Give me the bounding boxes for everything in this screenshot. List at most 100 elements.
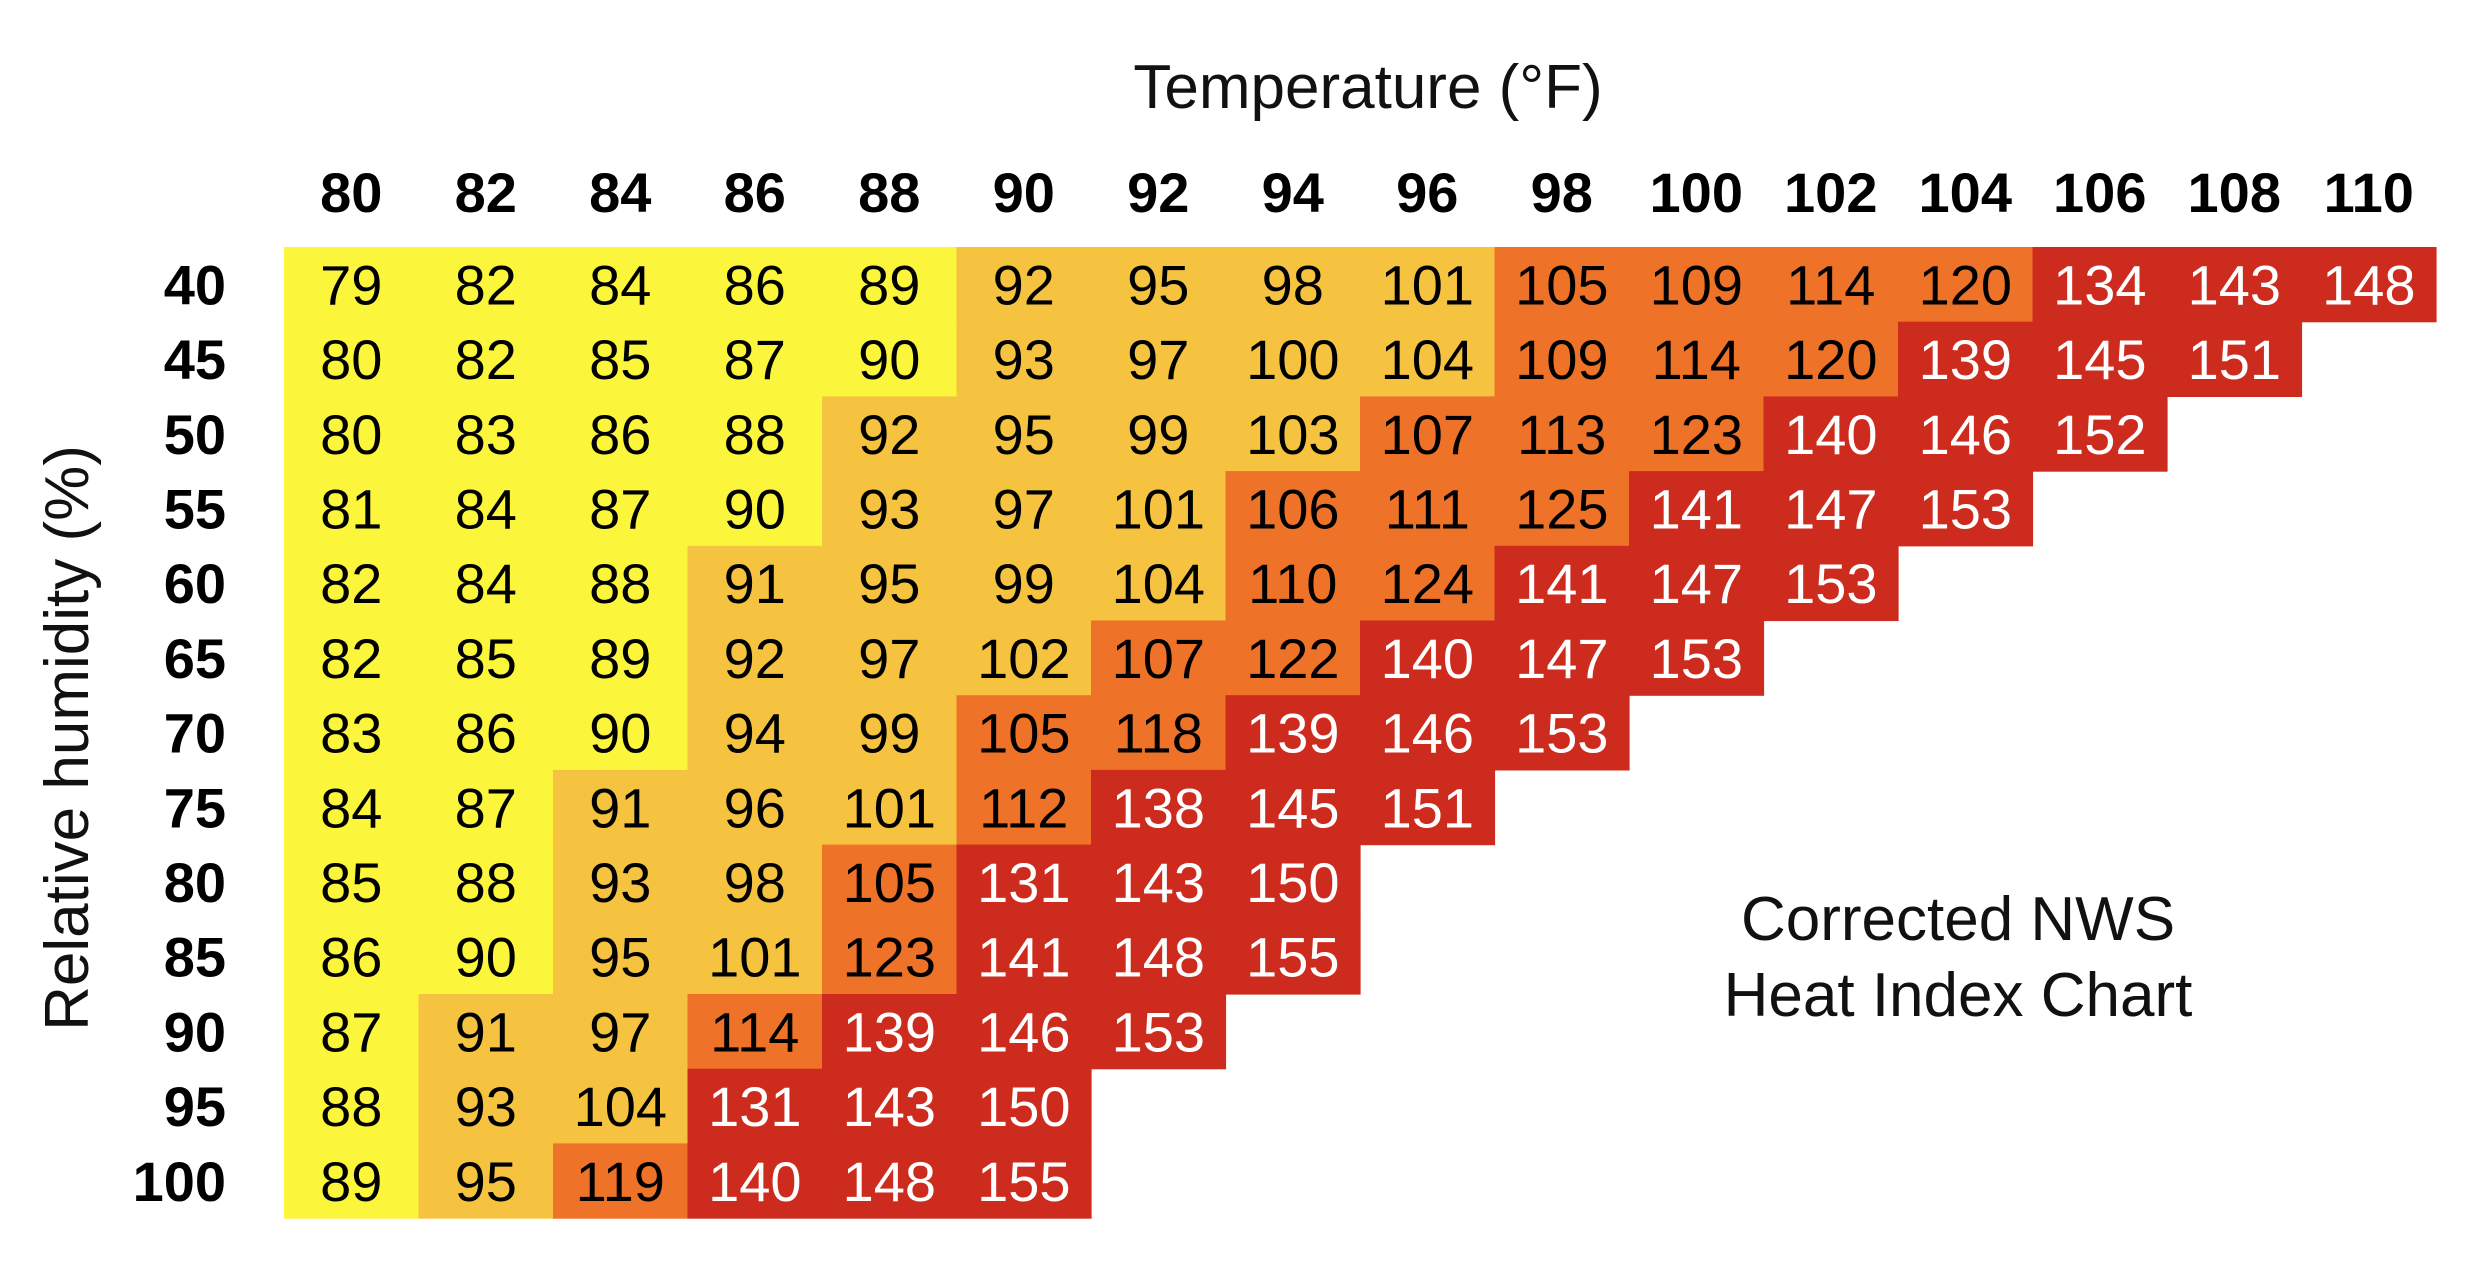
heat-cell: [553, 247, 689, 323]
heat-cell-label: 82: [455, 253, 517, 316]
heat-cell: [822, 620, 958, 696]
heat-cell-label: 143: [2188, 253, 2281, 316]
heat-cell: [1091, 471, 1227, 547]
heat-cell: [1763, 321, 1899, 397]
heat-cell: [687, 994, 823, 1070]
heat-cell: [1225, 769, 1361, 846]
heat-cell: [956, 247, 1092, 323]
heat-cell-label: 106: [1246, 478, 1339, 541]
heat-cell-label: 146: [1919, 403, 2012, 466]
heat-cell-label: 91: [589, 776, 651, 839]
heat-cell-label: 90: [455, 926, 517, 989]
heat-cell-label: 89: [589, 627, 651, 690]
heat-cell: [553, 1068, 689, 1144]
heat-cell: [418, 247, 554, 323]
heat-cell: [687, 247, 823, 323]
heat-cell: [284, 321, 420, 397]
heat-cell: [284, 919, 420, 995]
heat-cell: [956, 695, 1092, 771]
y-tick-label: 85: [164, 926, 226, 989]
heat-cell-label: 83: [320, 702, 382, 765]
heat-cell-label: 152: [2053, 403, 2146, 466]
heat-cell-label: 107: [1112, 627, 1205, 690]
heat-cell: [1763, 471, 1899, 547]
heat-cell: [553, 919, 689, 995]
x-tick-label: 88: [858, 161, 920, 224]
heat-cell: [553, 695, 689, 771]
heat-cell-label: 101: [1112, 478, 1205, 541]
heat-cell: [822, 695, 958, 771]
heat-cell-label: 80: [320, 403, 382, 466]
x-tick-label: 92: [1127, 161, 1189, 224]
heat-cell: [553, 994, 689, 1070]
heat-cell-label: 86: [320, 926, 382, 989]
heat-cell: [1494, 620, 1630, 696]
heat-cell-label: 84: [320, 776, 382, 839]
heat-cell-label: 153: [1112, 1000, 1205, 1063]
heat-cell: [1091, 695, 1227, 771]
heat-cell-label: 107: [1381, 403, 1474, 466]
annotation-line-1: Corrected NWS: [1741, 885, 2175, 954]
heat-cell-label: 105: [843, 851, 936, 914]
heat-cell-label: 111: [1385, 478, 1470, 541]
heat-cell-label: 97: [589, 1000, 651, 1063]
heat-cell-label: 87: [724, 328, 786, 391]
heat-cell-label: 95: [589, 926, 651, 989]
heat-cell: [1091, 396, 1227, 472]
heat-cell-label: 84: [589, 253, 651, 316]
heat-cell: [1360, 695, 1496, 771]
heat-cell: [687, 620, 823, 696]
heat-cell-label: 98: [1262, 253, 1324, 316]
heat-cell-label: 84: [455, 478, 517, 541]
heat-cell: [1225, 919, 1361, 995]
x-tick-label: 108: [2188, 161, 2281, 224]
heat-cell-label: 119: [576, 1150, 665, 1213]
heat-cell: [418, 994, 554, 1070]
heat-cell: [418, 919, 554, 995]
heat-cell: [687, 471, 823, 547]
heat-cell: [1360, 769, 1496, 846]
heat-cell-label: 95: [858, 552, 920, 615]
heat-cell-label: 110: [1248, 552, 1337, 615]
heat-cell-label: 91: [724, 552, 786, 615]
heat-cell: [1494, 321, 1630, 397]
heat-cell-label: 82: [455, 328, 517, 391]
heat-cell-label: 146: [977, 1000, 1070, 1063]
heat-cell-label: 112: [979, 776, 1068, 839]
heat-cell: [687, 769, 823, 846]
y-tick-label: 75: [164, 776, 226, 839]
heat-cell: [822, 471, 958, 547]
heat-cell: [553, 396, 689, 472]
y-tick-label: 95: [164, 1075, 226, 1138]
heat-cell-label: 95: [455, 1150, 517, 1213]
heat-cell: [687, 321, 823, 397]
heat-cell: [1091, 247, 1227, 323]
heat-cell: [2301, 247, 2437, 323]
heat-cell: [1091, 919, 1227, 995]
heat-cell: [284, 994, 420, 1070]
heat-cell-label: 101: [843, 776, 936, 839]
heat-cell-label: 104: [1112, 552, 1205, 615]
heat-cell: [284, 695, 420, 771]
heat-cell: [553, 1143, 689, 1219]
heat-cell: [284, 396, 420, 472]
heat-cell-label: 90: [858, 328, 920, 391]
y-axis-title: Relative humidity (%): [33, 445, 102, 1031]
heat-cell: [1225, 695, 1361, 771]
heat-cell: [822, 844, 958, 920]
heat-cell: [553, 471, 689, 547]
heat-cell-label: 125: [1515, 478, 1608, 541]
x-tick-label: 98: [1531, 161, 1593, 224]
heat-cell: [1225, 471, 1361, 547]
y-tick-label: 100: [133, 1150, 226, 1213]
heat-cell-label: 120: [1919, 253, 2012, 316]
heat-cell-label: 150: [1246, 851, 1339, 914]
heat-cell-label: 113: [1517, 403, 1606, 466]
x-tick-label: 82: [455, 161, 517, 224]
heat-cell-label: 153: [1515, 702, 1608, 765]
heat-cell: [1629, 471, 1765, 547]
x-tick-label: 106: [2053, 161, 2146, 224]
heat-cell: [1763, 396, 1899, 472]
heat-cell-label: 120: [1784, 328, 1877, 391]
heat-cell-label: 134: [2053, 253, 2146, 316]
